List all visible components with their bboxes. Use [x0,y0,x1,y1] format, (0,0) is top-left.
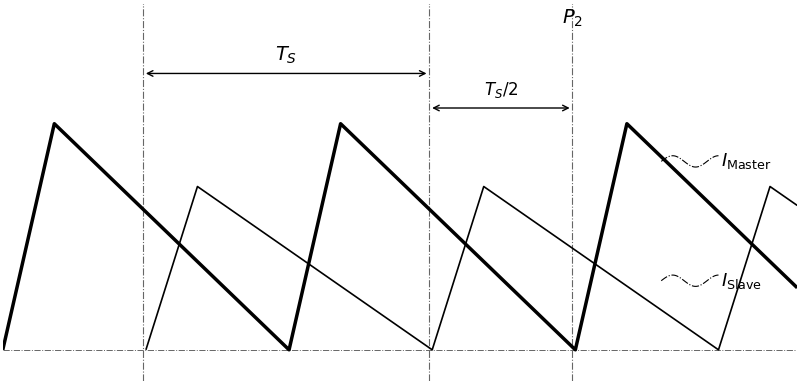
Text: $T_S/2$: $T_S/2$ [484,80,518,100]
Text: $I_{\mathrm{Master}}$: $I_{\mathrm{Master}}$ [722,151,772,171]
Text: $P_2$: $P_2$ [562,8,583,30]
Text: $T_S$: $T_S$ [275,44,298,66]
Text: $I_{\mathrm{Slave}}$: $I_{\mathrm{Slave}}$ [722,271,762,291]
